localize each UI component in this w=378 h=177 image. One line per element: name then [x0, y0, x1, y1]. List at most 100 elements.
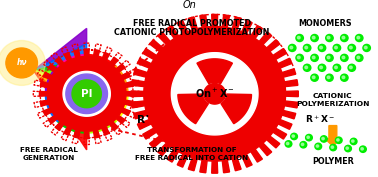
Circle shape: [342, 36, 345, 39]
Circle shape: [341, 35, 348, 42]
Circle shape: [326, 35, 333, 42]
Polygon shape: [34, 70, 87, 150]
Circle shape: [318, 44, 326, 52]
Circle shape: [292, 135, 294, 137]
Circle shape: [326, 54, 333, 61]
Polygon shape: [87, 66, 128, 94]
Circle shape: [337, 139, 339, 141]
Text: MONOMERS: MONOMERS: [298, 19, 352, 28]
Polygon shape: [34, 70, 87, 119]
Polygon shape: [171, 53, 258, 135]
Polygon shape: [50, 59, 123, 128]
Circle shape: [363, 44, 370, 52]
Circle shape: [345, 145, 352, 152]
Circle shape: [348, 64, 355, 71]
Text: hν: hν: [16, 58, 27, 67]
Circle shape: [350, 66, 352, 69]
Polygon shape: [178, 94, 208, 124]
Circle shape: [355, 35, 363, 42]
Text: On$^+$X$^-$: On$^+$X$^-$: [195, 87, 235, 100]
Text: TRANSFORMATION OF
FREE RADICAL INTO CATION: TRANSFORMATION OF FREE RADICAL INTO CATI…: [135, 147, 249, 161]
Polygon shape: [87, 94, 128, 122]
Circle shape: [318, 64, 326, 71]
Text: R$^+$X$^-$: R$^+$X$^-$: [305, 113, 335, 125]
Circle shape: [6, 48, 37, 78]
Polygon shape: [63, 71, 110, 116]
Circle shape: [335, 46, 337, 49]
Polygon shape: [87, 55, 116, 94]
Circle shape: [322, 138, 324, 140]
Polygon shape: [87, 94, 116, 133]
Circle shape: [304, 64, 311, 71]
Polygon shape: [34, 28, 87, 70]
Circle shape: [335, 137, 342, 143]
Polygon shape: [66, 74, 107, 113]
Text: CATIONIC
POLYMERIZATION: CATIONIC POLYMERIZATION: [296, 93, 370, 107]
Text: FREE RADICAL
GENERATION: FREE RADICAL GENERATION: [20, 147, 78, 161]
Polygon shape: [204, 84, 226, 104]
Text: FREE RADICAL PROMOTED: FREE RADICAL PROMOTED: [133, 19, 251, 28]
Polygon shape: [176, 57, 254, 131]
Circle shape: [326, 74, 333, 81]
Text: CATIONIC PHOTOPOLYMERIZATION: CATIONIC PHOTOPOLYMERIZATION: [115, 28, 270, 37]
Circle shape: [285, 141, 292, 147]
Circle shape: [321, 136, 327, 142]
Circle shape: [333, 44, 341, 52]
Circle shape: [361, 148, 363, 150]
Circle shape: [312, 56, 315, 59]
Circle shape: [330, 144, 336, 151]
Polygon shape: [34, 59, 87, 74]
Circle shape: [287, 142, 289, 145]
Circle shape: [288, 44, 296, 52]
Circle shape: [300, 142, 307, 148]
Polygon shape: [34, 70, 87, 104]
Polygon shape: [57, 55, 87, 94]
Polygon shape: [197, 59, 232, 84]
Polygon shape: [34, 70, 87, 89]
Circle shape: [341, 74, 348, 81]
Circle shape: [320, 66, 322, 69]
Text: On: On: [183, 0, 197, 10]
Text: POLYMER: POLYMER: [312, 157, 354, 166]
Circle shape: [350, 46, 352, 49]
Text: PI: PI: [81, 89, 92, 99]
Circle shape: [327, 36, 330, 39]
Circle shape: [311, 54, 318, 61]
Polygon shape: [45, 94, 87, 122]
Circle shape: [311, 74, 318, 81]
Text: R$^{\bullet}$: R$^{\bullet}$: [136, 113, 150, 125]
Polygon shape: [221, 94, 251, 124]
Circle shape: [342, 76, 345, 79]
Circle shape: [312, 76, 315, 79]
Circle shape: [290, 46, 293, 49]
Circle shape: [333, 64, 341, 71]
Circle shape: [296, 35, 304, 42]
Circle shape: [305, 46, 308, 49]
Circle shape: [311, 35, 318, 42]
Polygon shape: [39, 49, 134, 139]
Circle shape: [327, 56, 330, 59]
Circle shape: [355, 54, 363, 61]
Circle shape: [357, 36, 360, 39]
Circle shape: [320, 46, 322, 49]
Circle shape: [335, 66, 337, 69]
Circle shape: [359, 146, 366, 152]
Circle shape: [327, 76, 330, 79]
Circle shape: [297, 56, 300, 59]
Circle shape: [296, 54, 304, 61]
Polygon shape: [57, 94, 87, 133]
Circle shape: [0, 41, 45, 85]
Polygon shape: [34, 44, 87, 70]
Circle shape: [312, 36, 315, 39]
Polygon shape: [45, 66, 87, 94]
Circle shape: [301, 143, 304, 145]
Circle shape: [315, 143, 322, 150]
Polygon shape: [34, 70, 87, 135]
FancyArrow shape: [325, 126, 341, 146]
Circle shape: [316, 145, 319, 147]
Circle shape: [350, 138, 357, 145]
Circle shape: [342, 56, 345, 59]
Circle shape: [307, 136, 309, 138]
Circle shape: [357, 56, 360, 59]
Polygon shape: [131, 15, 298, 173]
